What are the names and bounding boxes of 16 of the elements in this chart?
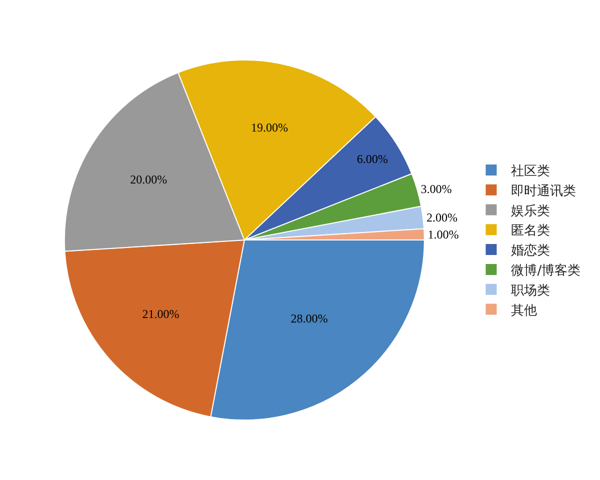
- legend-label: 其他: [511, 303, 538, 318]
- data-label: 6.00%: [356, 152, 388, 166]
- data-label: 3.00%: [420, 182, 452, 196]
- data-label: 2.00%: [426, 210, 458, 224]
- data-label: 1.00%: [428, 227, 459, 242]
- legend-label: 职场类: [511, 283, 550, 298]
- legend-label: 娱乐类: [511, 204, 550, 219]
- legend-label: 即时通讯类: [511, 184, 576, 199]
- legend-label: 社区类: [511, 164, 550, 180]
- legend-label: 匿名类: [511, 224, 550, 239]
- legend-label: 微博/博客类: [511, 262, 581, 279]
- data-label: 20.00%: [130, 172, 168, 186]
- data-label: 28.00%: [290, 311, 328, 326]
- data-label: 19.00%: [251, 120, 288, 135]
- legend-label: 婚恋类: [511, 242, 550, 259]
- data-label: 21.00%: [142, 306, 180, 321]
